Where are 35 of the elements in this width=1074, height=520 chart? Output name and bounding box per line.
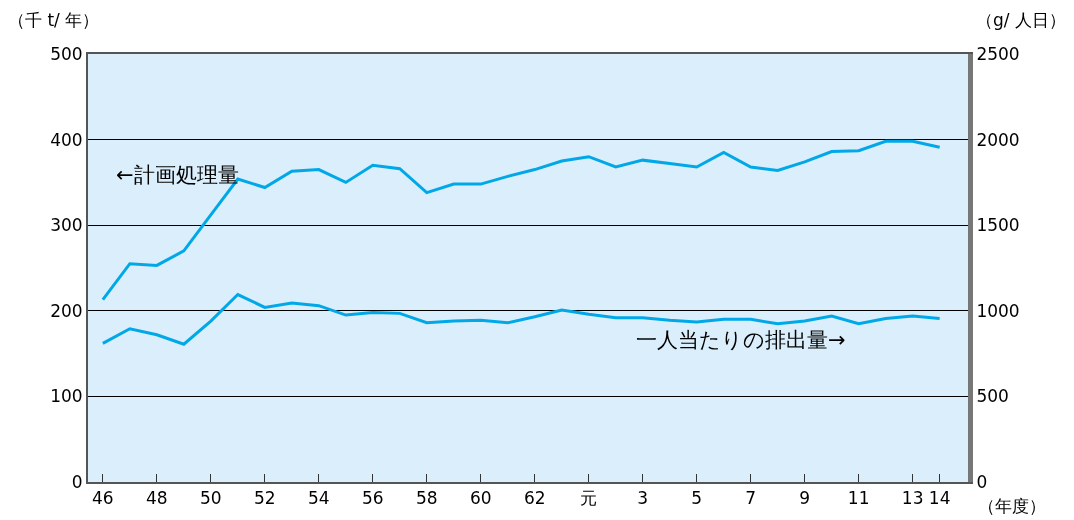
y2-tick-label: 0 (976, 471, 988, 492)
y-tick-label: 300 (50, 215, 83, 236)
x-tick-label: 11 (847, 488, 870, 509)
y-tick-label: 400 (50, 129, 83, 150)
x-tick-label: 46 (92, 488, 114, 509)
x-tick-label: 3 (637, 488, 649, 509)
y2-tick-label: 1500 (976, 215, 1020, 236)
line-series (101, 139, 942, 302)
x-tick-label: 元 (580, 488, 598, 509)
x-tick-label: 13 (901, 488, 924, 509)
y-tick-label: 200 (50, 300, 83, 321)
x-tick-label: 52 (253, 488, 276, 509)
x-tick-label: 60 (469, 488, 492, 509)
y2-tick-label: 1000 (976, 300, 1020, 321)
y-tick-label: 500 (50, 43, 83, 64)
series-label: ←計画処理量 (116, 163, 239, 187)
y2-tick-label: 500 (976, 386, 1009, 407)
y2-axis-title: （g/ 人日） (976, 10, 1066, 30)
x-tick-label: 48 (146, 488, 168, 509)
y2-tick-label: 2500 (976, 43, 1020, 64)
x-tick-label: 56 (361, 488, 384, 509)
x-tick-label: 54 (307, 488, 330, 509)
y-axis-title: （千 t/ 年） (8, 10, 100, 30)
y-tick-label: 0 (71, 471, 83, 492)
series-label: 一人当たりの排出量→ (636, 328, 846, 352)
x-tick-label: 9 (799, 488, 811, 509)
x-tick-label: 7 (745, 488, 757, 509)
x-tick-label: 5 (691, 488, 703, 509)
x-axis-title: （年度） (978, 496, 1046, 516)
x-tick-label: 62 (523, 488, 546, 509)
y2-tick-label: 2000 (976, 129, 1020, 150)
y-tick-label: 100 (50, 386, 83, 407)
x-tick-label: 14 (928, 488, 951, 509)
x-tick-label: 50 (200, 488, 222, 509)
x-tick-label: 58 (415, 488, 438, 509)
